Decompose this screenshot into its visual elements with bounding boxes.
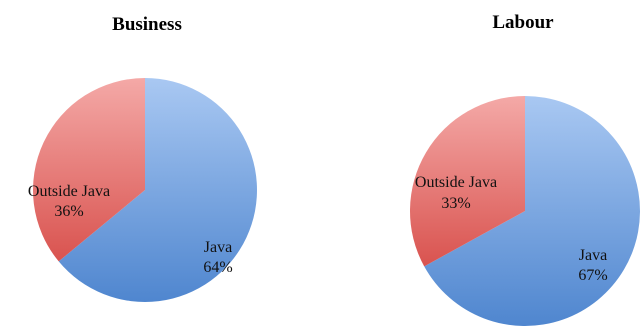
pie-chart-labour: Labour Outside Java 33% Java 67% bbox=[409, 12, 640, 326]
slice-label-outside-java-name: Outside Java bbox=[415, 174, 497, 191]
slice-label-java-name: Java bbox=[204, 239, 232, 256]
pie-slice-java bbox=[58, 78, 257, 303]
chart-title: Business bbox=[112, 14, 182, 35]
slice-label-outside-java-value: 33% bbox=[441, 195, 470, 212]
pie-slice-java bbox=[424, 96, 640, 326]
slice-label-java-value: 67% bbox=[578, 267, 607, 284]
slice-label-outside-java-name: Outside Java bbox=[28, 183, 110, 200]
pie-slice-outside-java bbox=[32, 78, 145, 262]
chart-title: Labour bbox=[492, 12, 554, 33]
slice-label-java-value: 64% bbox=[203, 259, 232, 276]
slice-label-outside-java-value: 36% bbox=[54, 203, 83, 220]
slice-label-java-name: Java bbox=[579, 247, 607, 264]
pie-slice-outside-java bbox=[409, 96, 525, 267]
pie-chart-business: Business Outside Java 36% Java 64% bbox=[28, 14, 257, 303]
